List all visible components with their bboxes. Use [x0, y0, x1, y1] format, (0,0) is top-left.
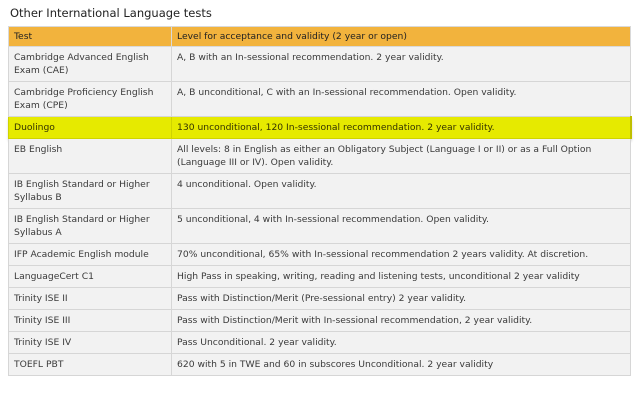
level-cell: High Pass in speaking, writing, reading …: [171, 265, 631, 288]
table-row-trinity-ise-ii: Trinity ISE II Pass with Distinction/Mer…: [8, 287, 631, 310]
table-row-toefl-pbt: TOEFL PBT 620 with 5 in TWE and 60 in su…: [8, 353, 631, 376]
level-cell: 5 unconditional, 4 with In-sessional rec…: [171, 208, 631, 244]
level-cell: Pass with Distinction/Merit with In-sess…: [171, 309, 631, 332]
table-row-eb-english: EB English All levels: 8 in English as e…: [8, 138, 631, 174]
test-name-cell: IB English Standard or Higher Syllabus A: [8, 208, 172, 244]
table-row-duolingo-highlighted: Duolingo 130 unconditional, 120 In-sessi…: [8, 116, 632, 139]
level-cell: 130 unconditional, 120 In-sessional reco…: [171, 116, 632, 139]
level-cell: 620 with 5 in TWE and 60 in subscores Un…: [171, 353, 631, 376]
column-header-level: Level for acceptance and validity (2 yea…: [171, 26, 631, 47]
test-name-cell: Trinity ISE III: [8, 309, 172, 332]
test-name-cell: Trinity ISE II: [8, 287, 172, 310]
level-cell: Pass with Distinction/Merit (Pre-session…: [171, 287, 631, 310]
test-name-cell: TOEFL PBT: [8, 353, 172, 376]
table-row-cae: Cambridge Advanced English Exam (CAE) A,…: [8, 46, 631, 82]
language-tests-table: Test Level for acceptance and validity (…: [8, 26, 632, 376]
table-row-trinity-ise-iv: Trinity ISE IV Pass Unconditional. 2 yea…: [8, 331, 631, 354]
test-name-cell: Cambridge Advanced English Exam (CAE): [8, 46, 172, 82]
test-name-cell: IB English Standard or Higher Syllabus B: [8, 173, 172, 209]
table-row-cpe: Cambridge Proficiency English Exam (CPE)…: [8, 81, 631, 117]
test-name-cell: EB English: [8, 138, 172, 174]
level-cell: 4 unconditional. Open validity.: [171, 173, 631, 209]
column-header-test: Test: [8, 26, 172, 47]
test-name-cell: IFP Academic English module: [8, 243, 172, 266]
level-cell: A, B unconditional, C with an In-session…: [171, 81, 631, 117]
table-header-row: Test Level for acceptance and validity (…: [8, 26, 631, 47]
test-name-cell: LanguageCert C1: [8, 265, 172, 288]
table-row-trinity-ise-iii: Trinity ISE III Pass with Distinction/Me…: [8, 309, 631, 332]
level-cell: All levels: 8 in English as either an Ob…: [171, 138, 631, 174]
table-row-ifp: IFP Academic English module 70% uncondit…: [8, 243, 631, 266]
table-row-ib-syllabus-a: IB English Standard or Higher Syllabus A…: [8, 208, 631, 244]
table-row-ib-syllabus-b: IB English Standard or Higher Syllabus B…: [8, 173, 631, 209]
level-cell: 70% unconditional, 65% with In-sessional…: [171, 243, 631, 266]
level-cell: A, B with an In-sessional recommendation…: [171, 46, 631, 82]
table-row-languagecert: LanguageCert C1 High Pass in speaking, w…: [8, 265, 631, 288]
table-caption: Other International Language tests: [10, 6, 212, 20]
level-cell: Pass Unconditional. 2 year validity.: [171, 331, 631, 354]
test-name-cell: Duolingo: [8, 116, 172, 139]
test-name-cell: Cambridge Proficiency English Exam (CPE): [8, 81, 172, 117]
test-name-cell: Trinity ISE IV: [8, 331, 172, 354]
